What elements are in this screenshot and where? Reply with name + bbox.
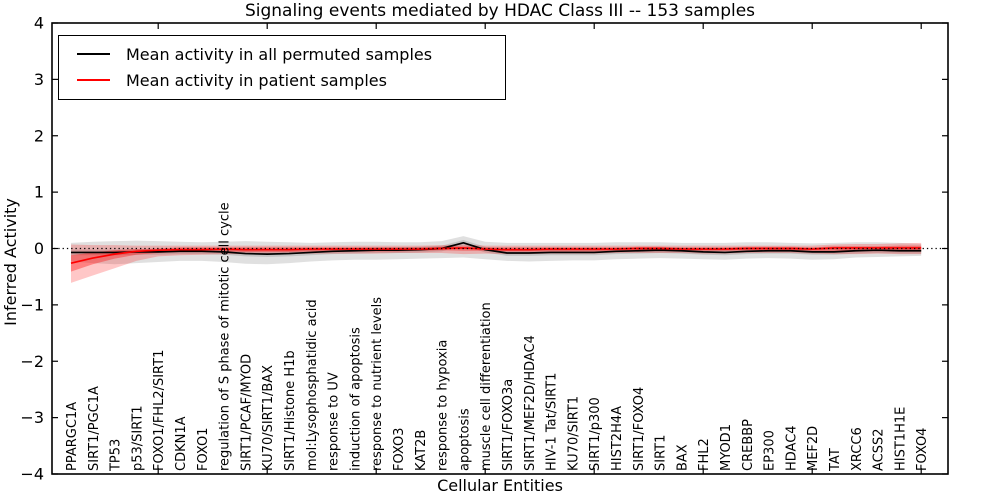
x-category-label: FOXO4 (915, 428, 930, 471)
x-category-label: SIRT1/FOXO4 (632, 387, 647, 471)
x-category-label: FOXO1/FHL2/SIRT1 (152, 350, 167, 471)
x-category-label: MYOD1 (719, 424, 734, 471)
legend-item-permuted: Mean activity in all permuted samples (59, 41, 505, 67)
x-category-label: induction of apoptosis (348, 327, 363, 471)
legend-item-patient: Mean activity in patient samples (59, 67, 505, 93)
y-tick-label: −4 (20, 465, 44, 484)
x-category-label: response to nutrient levels (370, 297, 385, 471)
x-category-label: response to UV (327, 372, 342, 471)
x-category-label: muscle cell differentiation (479, 302, 494, 471)
y-tick-label: 2 (34, 126, 44, 145)
legend-label-permuted: Mean activity in all permuted samples (126, 44, 433, 64)
x-category-label: PPARGC1A (65, 402, 80, 471)
x-category-label: HIST1H1E (893, 407, 908, 471)
x-category-label: apoptosis (457, 408, 472, 471)
y-tick-label: 3 (34, 70, 44, 89)
chart-title: Signaling events mediated by HDAC Class … (244, 1, 756, 21)
y-tick-label: 1 (34, 183, 44, 202)
x-category-label: KU70/SIRT1/BAX (261, 365, 276, 471)
x-category-label: HIV-1 Tat/SIRT1 (545, 373, 560, 471)
x-category-label: HDAC4 (784, 425, 799, 471)
y-tick-label: −3 (20, 408, 44, 427)
x-category-label: CREBBP (741, 419, 756, 471)
permuted-line-sample-icon (77, 53, 110, 55)
x-category-label: mol:Lysophosphatidic acid (305, 299, 320, 471)
x-category-label: XRCC6 (850, 427, 865, 471)
x-category-label: CDKN1A (174, 416, 189, 471)
x-category-label: SIRT1 (654, 435, 669, 471)
y-axis-label: Inferred Activity (1, 198, 20, 326)
legend: Mean activity in all permuted samples Me… (58, 35, 506, 100)
x-category-label: response to hypoxia (436, 340, 451, 471)
y-tick-label: −2 (20, 352, 44, 371)
y-tick-label: 0 (34, 239, 44, 258)
x-category-label: p53/SIRT1 (130, 405, 145, 471)
x-category-label: BAX (675, 444, 690, 471)
x-category-label: KAT2B (414, 430, 429, 471)
x-category-label: TP53 (109, 439, 124, 472)
series-line-0 (71, 242, 922, 255)
x-category-label: SIRT1/PCAF/MYOD (239, 354, 254, 471)
y-tick-label: −1 (20, 295, 44, 314)
x-category-label: regulation of S phase of mitotic cell cy… (218, 202, 233, 471)
x-category-label: SIRT1/p300 (588, 397, 603, 471)
y-tick-label: 4 (34, 14, 44, 33)
x-category-label: FOXO1 (196, 428, 211, 471)
x-category-label: HIST2H4A (610, 406, 625, 471)
x-category-label: ACSS2 (872, 428, 887, 471)
x-category-label: SIRT1/PGC1A (87, 386, 102, 471)
x-category-label: SIRT1/Histone H1b (283, 350, 298, 471)
legend-label-patient: Mean activity in patient samples (126, 70, 387, 90)
x-category-label: MEF2D (806, 426, 821, 471)
x-category-label: FOXO3 (392, 428, 407, 471)
x-axis-label: Cellular Entities (437, 476, 563, 495)
x-category-label: EP300 (763, 430, 778, 471)
x-category-label: SIRT1/MEF2D/HDAC4 (523, 335, 538, 471)
x-category-label: FHL2 (697, 438, 712, 471)
series-line-1 (70, 247, 922, 264)
patient-line-sample-icon (77, 79, 110, 81)
x-category-label: TAT (828, 448, 843, 472)
x-category-label: SIRT1/FOXO3a (501, 379, 516, 471)
x-category-label: KU70/SIRT1 (566, 396, 581, 471)
